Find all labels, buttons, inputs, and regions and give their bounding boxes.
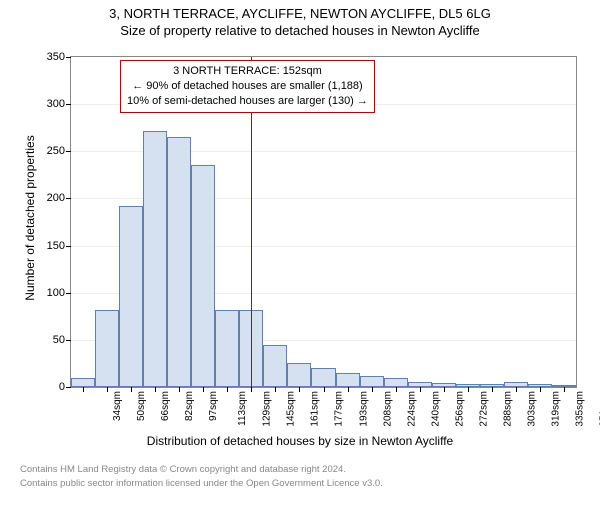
x-tick-mark bbox=[299, 387, 300, 392]
y-tick-mark bbox=[66, 246, 71, 247]
x-tick-label: 288sqm bbox=[502, 391, 513, 427]
histogram-bar bbox=[311, 368, 335, 387]
x-tick-mark bbox=[227, 387, 228, 392]
annotation-line-2: ← 90% of detached houses are smaller (1,… bbox=[127, 79, 368, 94]
x-tick-label: 129sqm bbox=[262, 391, 273, 427]
histogram-bar bbox=[191, 165, 215, 387]
annotation-line-3: 10% of semi-detached houses are larger (… bbox=[127, 94, 368, 109]
x-tick-mark bbox=[275, 387, 276, 392]
x-tick-label: 272sqm bbox=[478, 391, 489, 427]
y-tick-mark bbox=[66, 57, 71, 58]
x-tick-label: 145sqm bbox=[286, 391, 297, 427]
histogram-bar bbox=[336, 373, 360, 387]
x-tick-label: 240sqm bbox=[430, 391, 441, 427]
x-tick-mark bbox=[540, 387, 541, 392]
y-axis-label: Number of detached properties bbox=[23, 118, 37, 318]
histogram-bar bbox=[384, 378, 408, 387]
annotation-line-1: 3 NORTH TERRACE: 152sqm bbox=[127, 64, 368, 79]
x-tick-label: 177sqm bbox=[334, 391, 345, 427]
page-title: 3, NORTH TERRACE, AYCLIFFE, NEWTON AYCLI… bbox=[0, 6, 600, 21]
y-tick-mark bbox=[66, 151, 71, 152]
x-tick-label: 50sqm bbox=[136, 391, 147, 421]
x-tick-mark bbox=[372, 387, 373, 392]
x-tick-mark bbox=[131, 387, 132, 392]
x-tick-label: 303sqm bbox=[526, 391, 537, 427]
y-tick-mark bbox=[66, 387, 71, 388]
footer-line-2: Contains public sector information licen… bbox=[20, 478, 383, 489]
x-tick-mark bbox=[83, 387, 84, 392]
x-tick-label: 208sqm bbox=[382, 391, 393, 427]
x-tick-label: 66sqm bbox=[160, 391, 171, 421]
histogram-bar bbox=[287, 363, 311, 387]
y-tick-label: 50 bbox=[53, 334, 65, 346]
y-tick-label: 300 bbox=[47, 98, 65, 110]
histogram-bar bbox=[360, 376, 384, 387]
x-tick-label: 82sqm bbox=[184, 391, 195, 421]
x-tick-mark bbox=[564, 387, 565, 392]
y-tick-mark bbox=[66, 293, 71, 294]
y-tick-label: 150 bbox=[47, 240, 65, 252]
x-tick-mark bbox=[444, 387, 445, 392]
x-tick-label: 193sqm bbox=[358, 391, 369, 427]
x-tick-mark bbox=[516, 387, 517, 392]
x-tick-mark bbox=[324, 387, 325, 392]
histogram-bar bbox=[215, 310, 239, 387]
x-axis-label: Distribution of detached houses by size … bbox=[0, 434, 600, 448]
x-tick-label: 256sqm bbox=[454, 391, 465, 427]
x-tick-label: 319sqm bbox=[550, 391, 561, 427]
histogram-bar bbox=[119, 206, 143, 387]
y-tick-label: 350 bbox=[47, 51, 65, 63]
y-tick-label: 0 bbox=[59, 381, 65, 393]
y-tick-label: 100 bbox=[47, 287, 65, 299]
x-tick-mark bbox=[396, 387, 397, 392]
histogram-bar bbox=[95, 310, 119, 387]
x-tick-label: 97sqm bbox=[208, 391, 219, 421]
annotation-box: 3 NORTH TERRACE: 152sqm ← 90% of detache… bbox=[120, 60, 375, 113]
y-tick-mark bbox=[66, 104, 71, 105]
x-tick-mark bbox=[492, 387, 493, 392]
x-tick-mark bbox=[179, 387, 180, 392]
x-tick-mark bbox=[203, 387, 204, 392]
y-tick-mark bbox=[66, 340, 71, 341]
x-tick-label: 34sqm bbox=[112, 391, 123, 421]
x-tick-mark bbox=[348, 387, 349, 392]
x-tick-mark bbox=[251, 387, 252, 392]
x-tick-mark bbox=[468, 387, 469, 392]
histogram-bar bbox=[167, 137, 191, 387]
histogram-bar bbox=[263, 345, 287, 387]
y-tick-label: 250 bbox=[47, 145, 65, 157]
y-tick-mark bbox=[66, 198, 71, 199]
histogram-bar bbox=[143, 131, 167, 387]
x-tick-mark bbox=[420, 387, 421, 392]
x-tick-mark bbox=[155, 387, 156, 392]
x-tick-label: 113sqm bbox=[237, 391, 248, 426]
footer-line-1: Contains HM Land Registry data © Crown c… bbox=[20, 464, 346, 475]
page-subtitle: Size of property relative to detached ho… bbox=[0, 23, 600, 38]
histogram-bar bbox=[71, 378, 95, 387]
x-tick-label: 335sqm bbox=[575, 391, 586, 427]
x-tick-label: 161sqm bbox=[310, 391, 321, 427]
y-tick-label: 200 bbox=[47, 192, 65, 204]
x-tick-mark bbox=[107, 387, 108, 392]
x-tick-label: 224sqm bbox=[406, 391, 417, 427]
